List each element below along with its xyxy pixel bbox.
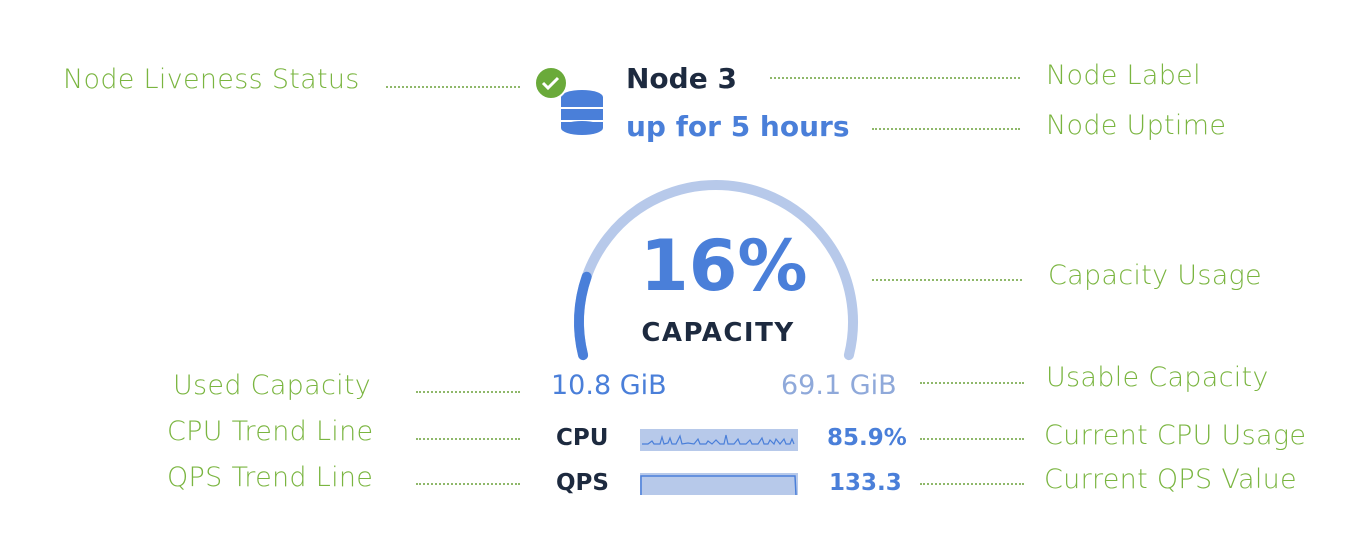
leader-line bbox=[386, 86, 520, 88]
annotation-cpu-current: Current CPU Usage bbox=[1044, 420, 1307, 451]
leader-line bbox=[416, 483, 520, 485]
annotation-qps-current: Current QPS Value bbox=[1044, 464, 1297, 495]
annotation-used-capacity: Used Capacity bbox=[173, 370, 372, 401]
node-label[interactable]: Node 3 bbox=[626, 62, 737, 95]
annotation-capacity-usage: Capacity Usage bbox=[1048, 260, 1262, 291]
qps-label: QPS bbox=[556, 470, 609, 496]
annotation-node-label: Node Label bbox=[1046, 60, 1201, 91]
annotation-uptime: Node Uptime bbox=[1046, 110, 1227, 141]
capacity-caption: CAPACITY bbox=[641, 318, 795, 348]
leader-line bbox=[872, 128, 1020, 130]
qps-value: 133.3 bbox=[829, 470, 902, 496]
leader-line bbox=[416, 438, 520, 440]
qps-trend-line bbox=[640, 475, 797, 496]
usable-capacity: 69.1 GiB bbox=[781, 370, 897, 401]
used-capacity: 10.8 GiB bbox=[551, 370, 667, 401]
annotation-cpu-trend: CPU Trend Line bbox=[167, 416, 374, 447]
leader-line bbox=[920, 483, 1024, 485]
cpu-sparkline[interactable] bbox=[640, 429, 798, 451]
leader-line bbox=[872, 279, 1022, 281]
annotation-liveness: Node Liveness Status bbox=[63, 64, 360, 95]
leader-line bbox=[920, 438, 1024, 440]
leader-line bbox=[416, 391, 520, 393]
capacity-percent: 16% bbox=[640, 225, 808, 307]
check-circle-icon bbox=[534, 66, 568, 100]
qps-sparkline[interactable] bbox=[640, 473, 798, 496]
node-uptime: up for 5 hours bbox=[626, 110, 850, 143]
leader-line bbox=[770, 77, 1020, 79]
annotation-usable-capacity: Usable Capacity bbox=[1046, 362, 1269, 393]
cpu-trend-line bbox=[642, 434, 795, 446]
cpu-label: CPU bbox=[556, 425, 609, 451]
annotation-qps-trend: QPS Trend Line bbox=[167, 462, 374, 493]
capacity-used-arc bbox=[574, 271, 592, 361]
leader-line bbox=[920, 382, 1024, 384]
database-icon bbox=[561, 90, 603, 135]
capacity-gauge bbox=[574, 180, 858, 361]
cpu-value: 85.9% bbox=[827, 425, 907, 451]
